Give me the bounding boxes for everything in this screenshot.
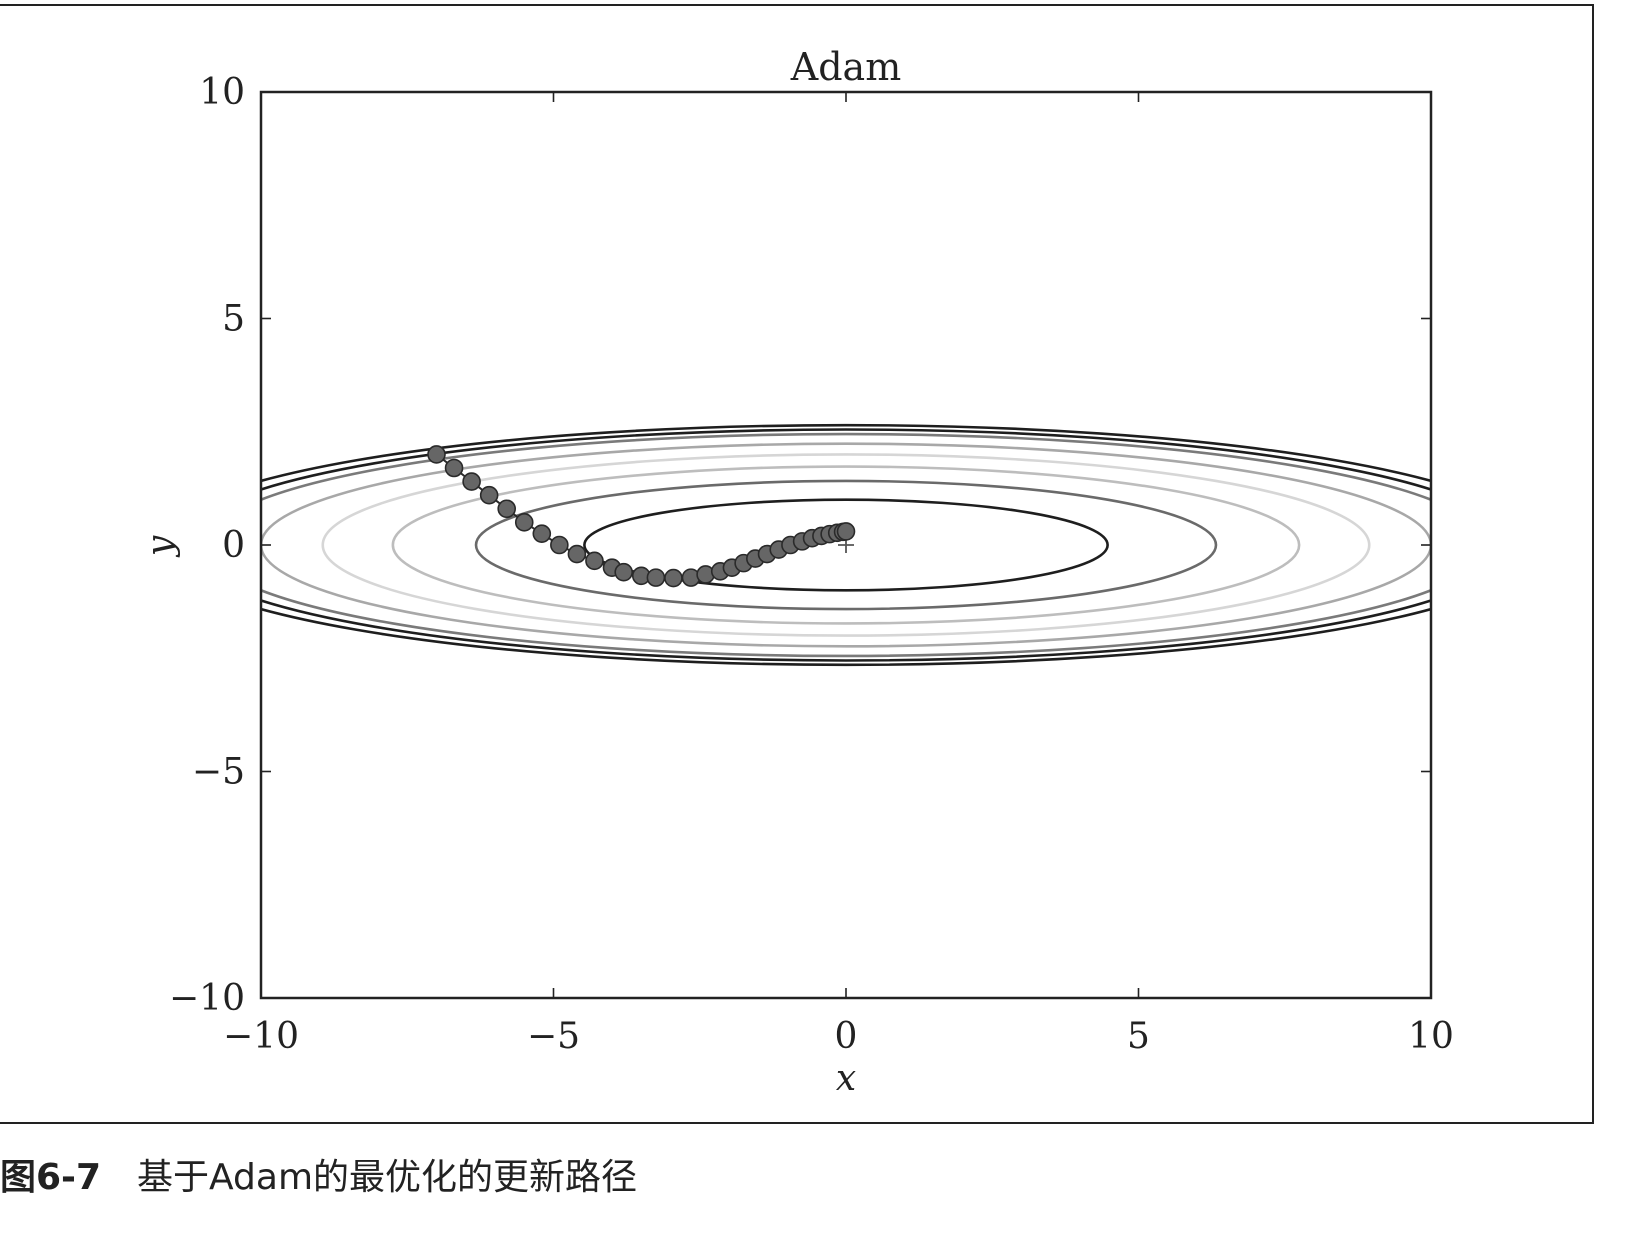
contour-level-5 [261, 442, 1431, 648]
axis-ticks: −10 −5 0 5 10 10 5 0 −5 −10 [169, 72, 1454, 1057]
path-point [836, 522, 856, 541]
contour-level-6 [261, 432, 1431, 658]
x-tick-label: −10 [223, 1016, 299, 1057]
caption-text: 基于Adam的最优化的更新路径 [137, 1157, 638, 1198]
path-point [444, 458, 464, 478]
x-tick-label: 5 [1127, 1016, 1150, 1057]
path-point [664, 568, 683, 588]
y-tick-label: 5 [222, 299, 245, 340]
contour-level-4 [321, 453, 1371, 637]
y-tick-label: 10 [199, 72, 245, 113]
y-tick-label: 0 [222, 525, 245, 566]
y-tick-label: −10 [169, 978, 245, 1019]
path-point [532, 524, 552, 543]
contour-level-2 [474, 479, 1218, 611]
contour-level-1 [583, 498, 1109, 592]
x-tick-label: 0 [835, 1016, 858, 1057]
path-point [514, 513, 534, 532]
path-point [497, 499, 517, 519]
path-point [462, 472, 481, 491]
path-point [567, 544, 587, 564]
y-axis-label: y [140, 535, 181, 558]
path-point [585, 551, 604, 571]
figure-label: 图6-7 [0, 1157, 102, 1198]
figure-caption: 图6-7 基于Adam的最优化的更新路径 [0, 1148, 637, 1200]
y-tick-label: −5 [192, 752, 245, 793]
figure-frame: Adam −10 −5 0 5 10 10 5 0 −5 −10 x y [0, 4, 1594, 1124]
optimization-path [427, 445, 856, 588]
contour-level-8 [261, 423, 1431, 667]
path-point [427, 445, 446, 464]
path-point [550, 535, 569, 555]
chart-title: Adam [790, 45, 901, 89]
x-tick-label: 10 [1408, 1016, 1454, 1057]
x-axis-label: x [836, 1058, 856, 1099]
path-point [646, 568, 666, 587]
contour-level-7 [261, 428, 1431, 662]
path-point [614, 562, 634, 582]
contour-level-3 [391, 465, 1301, 625]
axes-box [259, 90, 1433, 1000]
x-tick-label: −5 [527, 1016, 580, 1057]
path-point [479, 485, 499, 505]
contour-lines [261, 423, 1431, 667]
contour-chart: Adam −10 −5 0 5 10 10 5 0 −5 −10 x y [140, 45, 1454, 1099]
